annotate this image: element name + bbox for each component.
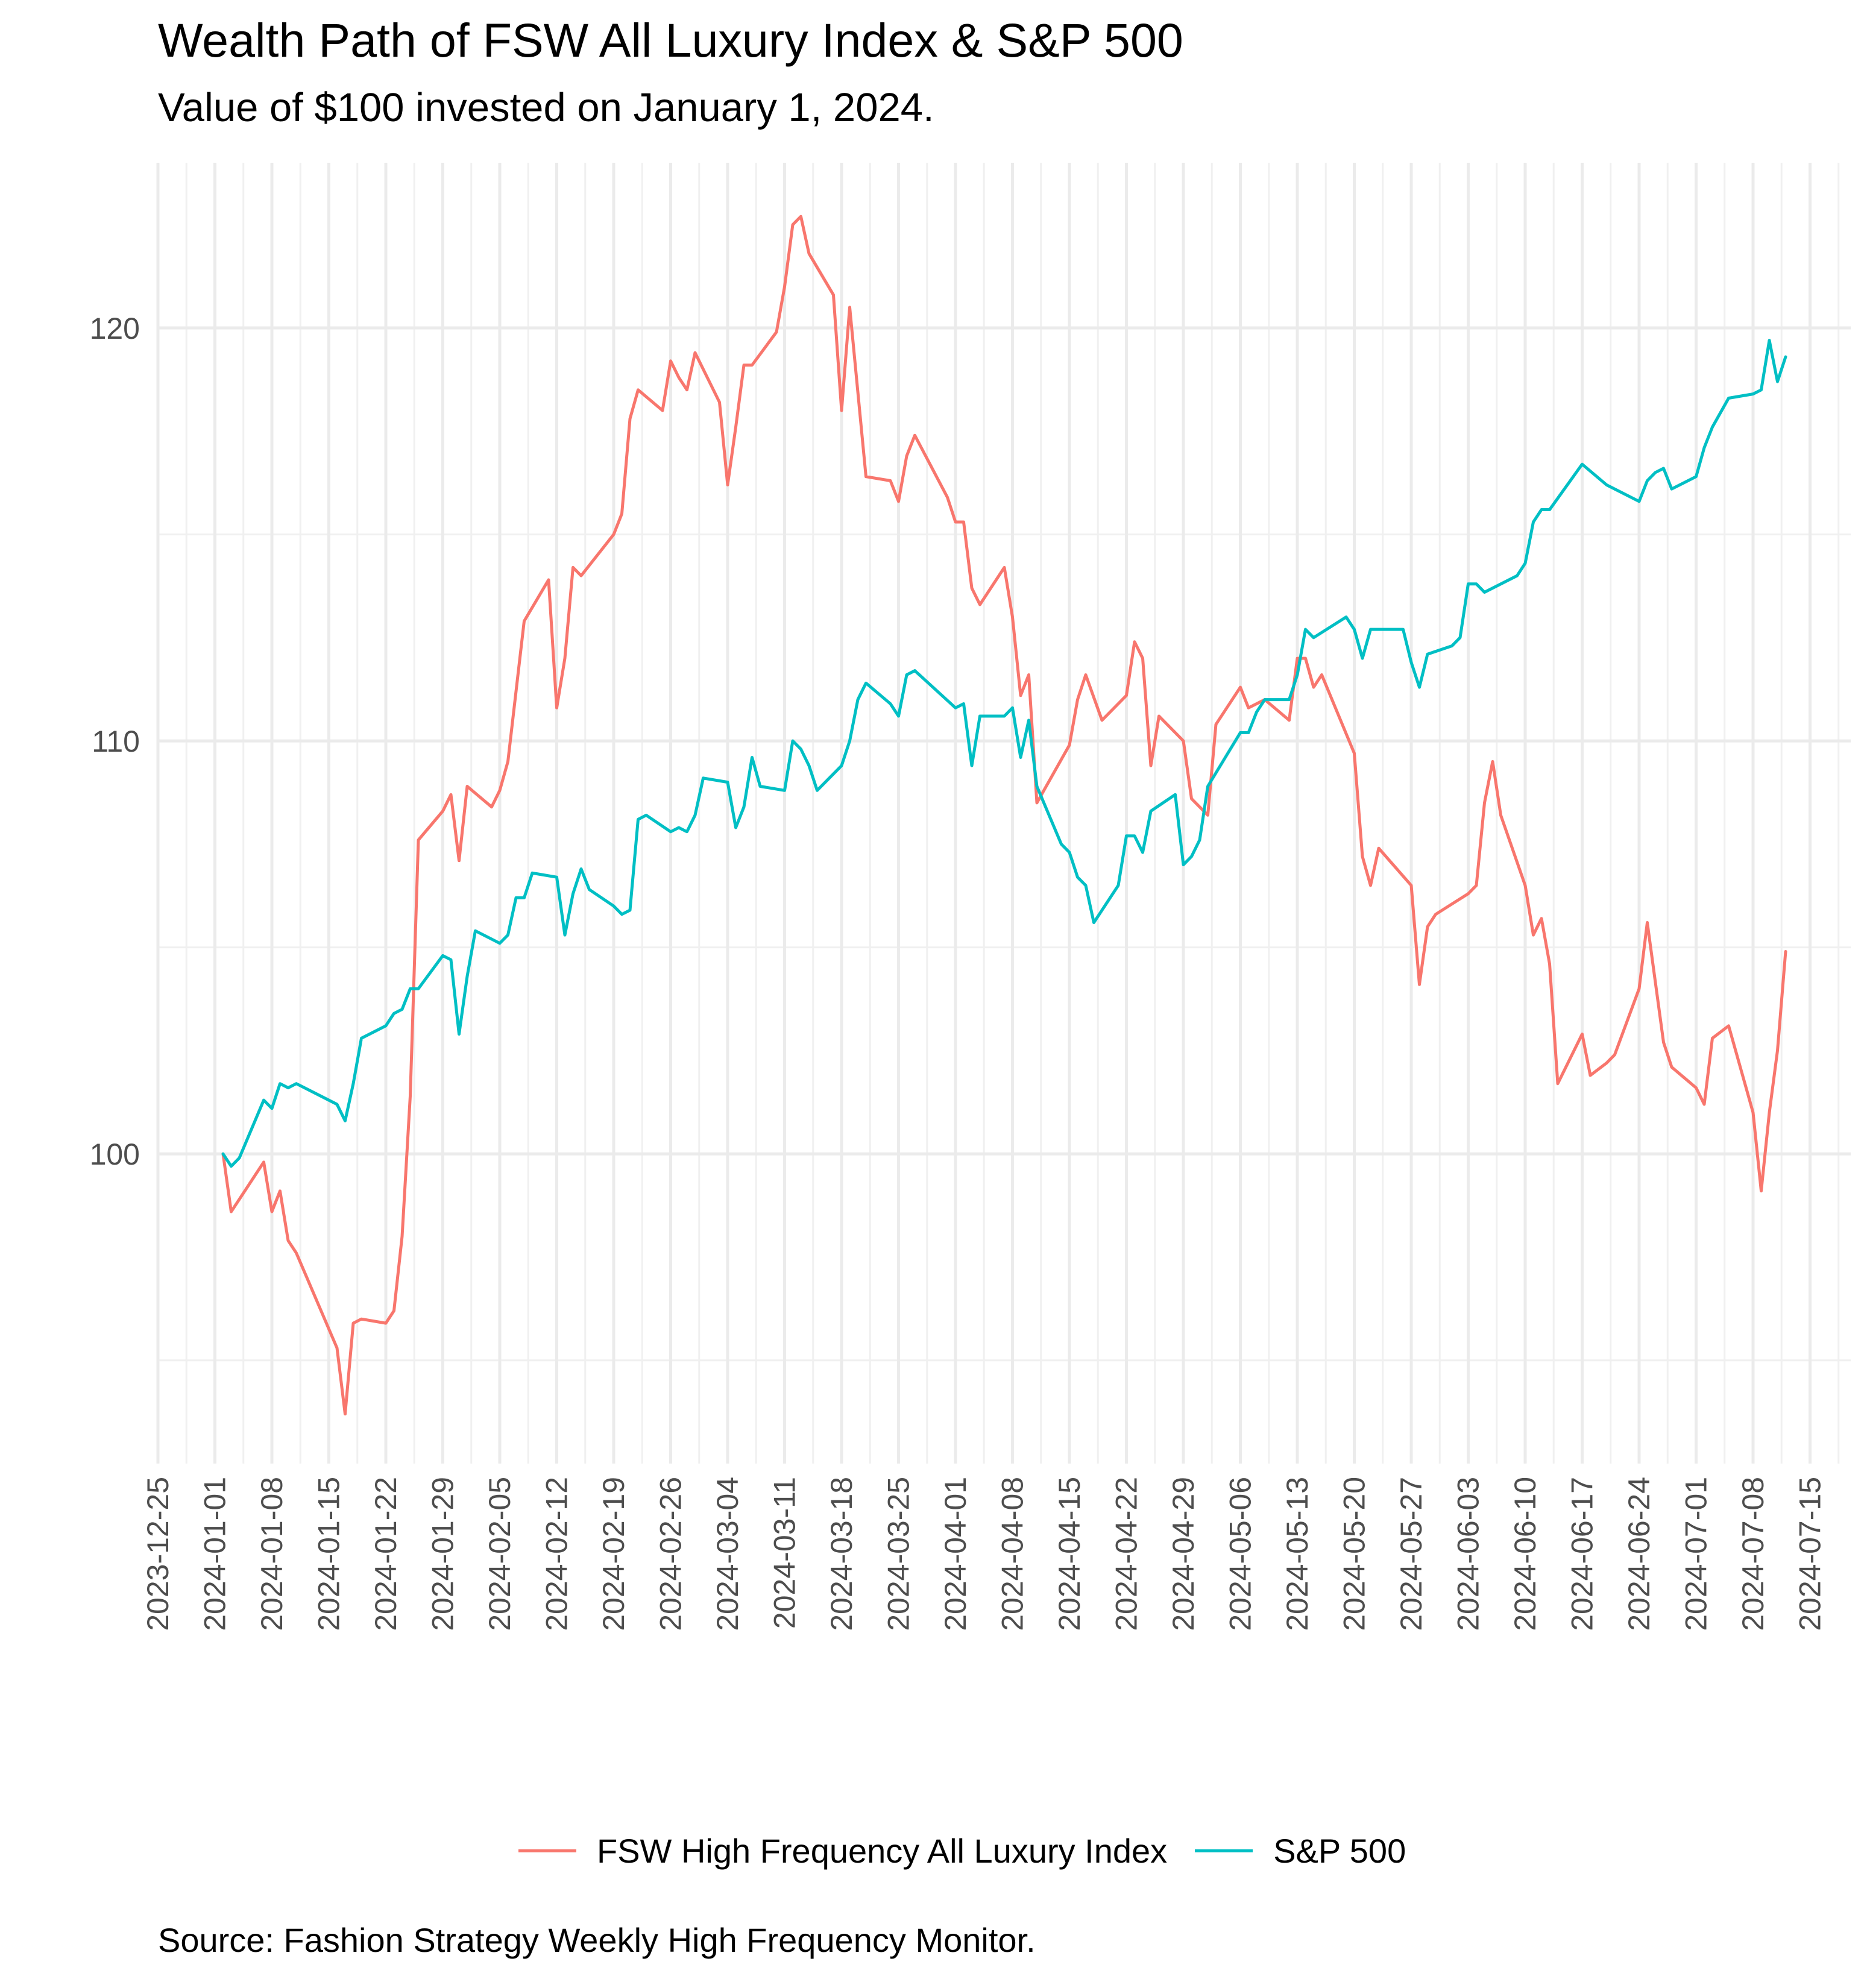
x-tick-label: 2024-07-08 — [1736, 1477, 1770, 1631]
series-line-fsw — [221, 215, 1787, 1416]
major-gridlines — [156, 163, 1851, 1464]
x-tick-label: 2024-03-11 — [768, 1477, 802, 1629]
x-tick-label: 2024-04-29 — [1166, 1477, 1200, 1631]
x-tick-label: 2024-06-24 — [1622, 1477, 1656, 1631]
legend-label-sp500: S&P 500 — [1273, 1831, 1406, 1870]
x-tick-label: 2024-05-06 — [1224, 1477, 1258, 1631]
x-tick-label: 2024-05-20 — [1338, 1477, 1371, 1631]
x-tick-label: 2024-07-01 — [1680, 1477, 1713, 1631]
x-tick-label: 2023-12-25 — [141, 1477, 175, 1631]
legend-item-sp500: S&P 500 — [1195, 1831, 1406, 1870]
x-tick-label: 2024-01-15 — [312, 1477, 346, 1631]
x-tick-label: 2024-04-15 — [1053, 1477, 1086, 1631]
x-tick-label: 2024-05-27 — [1394, 1477, 1428, 1631]
minor-gridlines — [158, 163, 1851, 1464]
x-tick-labels: 2023-12-25 2024-01-01 2024-01-08 2024-01-15… — [141, 1477, 1827, 1631]
series-line-sp500 — [221, 339, 1787, 1168]
x-tick-label: 2024-01-29 — [426, 1477, 460, 1631]
x-tick-label: 2024-01-08 — [255, 1477, 289, 1631]
y-tick-label: 110 — [92, 725, 140, 758]
chart-subtitle: Value of $100 invested on January 1, 202… — [158, 85, 934, 130]
y-tick-labels: 100 110 120 — [90, 312, 140, 1171]
y-tick-label: 100 — [90, 1137, 140, 1171]
x-tick-label: 2024-06-03 — [1452, 1477, 1485, 1631]
x-tick-label: 2024-04-01 — [939, 1477, 972, 1631]
series-lines — [221, 215, 1787, 1416]
x-tick-label: 2024-05-13 — [1280, 1477, 1314, 1631]
x-tick-label: 2024-01-01 — [198, 1477, 232, 1631]
x-tick-label: 2024-03-25 — [882, 1477, 916, 1631]
x-tick-label: 2024-06-17 — [1566, 1477, 1599, 1631]
x-tick-label: 2024-02-12 — [540, 1477, 574, 1631]
y-tick-label: 120 — [90, 312, 140, 345]
legend-item-fsw: FSW High Frequency All Luxury Index — [518, 1831, 1167, 1870]
x-tick-label: 2024-01-22 — [369, 1477, 403, 1631]
x-tick-label: 2024-07-15 — [1793, 1477, 1827, 1631]
x-tick-label: 2024-03-04 — [711, 1477, 745, 1631]
legend-swatch-sp500 — [1195, 1849, 1253, 1852]
legend-label-fsw: FSW High Frequency All Luxury Index — [597, 1831, 1168, 1870]
x-tick-label: 2024-06-10 — [1508, 1477, 1542, 1631]
x-tick-label: 2024-04-08 — [996, 1477, 1030, 1631]
x-tick-label: 2024-04-22 — [1110, 1477, 1144, 1631]
legend: FSW High Frequency All Luxury Index S&P … — [518, 1826, 1434, 1875]
chart-title: Wealth Path of FSW All Luxury Index & S&… — [158, 13, 1183, 67]
legend-swatch-fsw — [518, 1849, 576, 1852]
x-tick-label: 2024-02-26 — [654, 1477, 688, 1631]
chart-caption: Source: Fashion Strategy Weekly High Fre… — [158, 1921, 1036, 1959]
x-tick-label: 2024-02-05 — [483, 1477, 517, 1631]
x-tick-label: 2024-02-19 — [597, 1477, 631, 1631]
x-tick-label: 2024-03-18 — [825, 1477, 858, 1631]
